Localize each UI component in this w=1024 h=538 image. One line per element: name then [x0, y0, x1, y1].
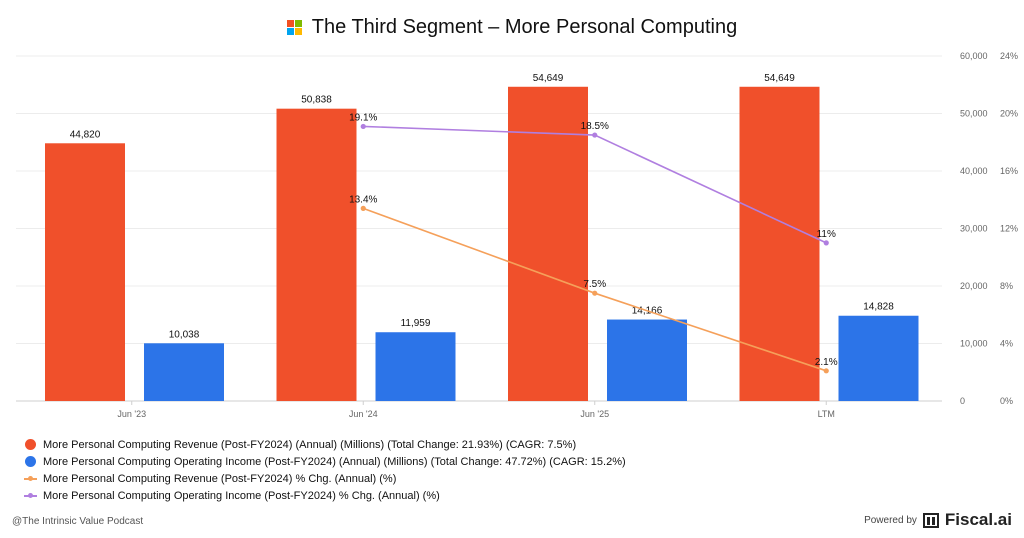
revenue-bar-label: 50,838: [301, 95, 332, 106]
operating-income-bar-label: 11,959: [401, 318, 431, 329]
right-axis-tick-label: 4%: [1000, 339, 1013, 349]
fiscal-ai-brand: Fiscal.ai: [944, 510, 1012, 529]
revenue-pct-chg-point: [360, 205, 366, 211]
revenue-bar: [276, 108, 357, 401]
x-axis-tick-label: Jun '23: [117, 409, 146, 419]
right-axis-tick-label: 12%: [1000, 224, 1018, 234]
right-axis-tick-label: 0%: [1000, 396, 1013, 406]
operating-income-bar: [838, 315, 919, 401]
footer-credit: @The Intrinsic Value Podcast: [12, 516, 144, 527]
right-axis-tick-label: 8%: [1000, 281, 1013, 291]
operating-income-pct-chg-label: 18.5%: [581, 121, 609, 132]
operating-income-bar: [607, 319, 687, 401]
revenue-bar-label: 54,649: [533, 73, 564, 84]
chart-plot: 0 0% 10,000 4% 20,000 8% 30,000 12% 40,000 16% 50,…: [16, 51, 1018, 419]
operating-income-bar: [144, 343, 224, 401]
x-axis-tick-label: Jun '25: [580, 409, 609, 419]
microsoft-logo-icon: [286, 19, 302, 35]
left-axis-tick-label: 60,000: [960, 51, 988, 61]
left-axis-tick-label: 0: [960, 396, 965, 406]
legend-item-revenue-pct-chg[interactable]: More Personal Computing Revenue (Post-FY…: [24, 470, 626, 487]
chart-title-row: The Third Segment – More Personal Comput…: [0, 12, 1024, 42]
left-axis-tick-label: 30,000: [960, 224, 988, 234]
legend-label-revenue: More Personal Computing Revenue (Post-FY…: [43, 438, 577, 451]
revenue-pct-chg-point: [823, 368, 829, 374]
left-axis-tick-label: 20,000: [960, 281, 988, 291]
operating-income-pct-chg-point: [592, 132, 598, 138]
legend-label-operating-income-pct-chg: More Personal Computing Operating Income…: [43, 489, 440, 502]
operating-income-pct-chg-point: [823, 240, 829, 246]
fiscal-ai-logo-icon: [922, 512, 939, 528]
left-axis-tick-label: 50,000: [960, 109, 988, 119]
revenue-pct-chg-label: 7.5%: [583, 279, 606, 290]
legend-label-revenue-pct-chg: More Personal Computing Revenue (Post-FY…: [43, 472, 397, 485]
operating-income-bar: [375, 332, 456, 401]
revenue-bar-label: 44,820: [70, 129, 101, 140]
left-axis-tick-label: 10,000: [960, 339, 988, 349]
x-axis-tick-label: LTM: [818, 409, 835, 419]
revenue-bar: [739, 86, 820, 401]
left-axis-tick-label: 40,000: [960, 166, 988, 176]
operating-income-pct-chg-point: [360, 123, 366, 130]
legend-label-operating-income: More Personal Computing Operating Income…: [43, 455, 626, 468]
right-axis-tick-label: 24%: [1000, 51, 1018, 61]
legend-marker-revenue: [25, 439, 36, 450]
revenue-pct-chg-label: 2.1%: [815, 357, 838, 368]
chart-title: The Third Segment – More Personal Comput…: [311, 15, 738, 38]
footer-branding[interactable]: Powered by Fiscal.ai: [864, 510, 1012, 530]
revenue-bar: [45, 143, 125, 401]
legend-marker-revenue-pct-chg: [24, 473, 37, 484]
operating-income-bar-label: 14,828: [863, 302, 894, 313]
operating-income-bar-label: 10,038: [169, 329, 200, 340]
legend-marker-operating-income: [25, 456, 36, 467]
legend-item-operating-income[interactable]: More Personal Computing Operating Income…: [24, 453, 626, 470]
powered-by-text: Powered by: [864, 514, 917, 526]
x-axis-tick-label: Jun '24: [349, 409, 378, 419]
revenue-bar-label: 54,649: [764, 73, 795, 84]
operating-income-pct-chg-label: 19.1%: [349, 112, 377, 123]
operating-income-pct-chg-label: 11%: [817, 229, 836, 240]
chart-legend: More Personal Computing Revenue (Post-FY…: [24, 436, 626, 504]
revenue-bar: [508, 86, 588, 401]
right-axis-tick-label: 20%: [1000, 109, 1018, 119]
legend-item-operating-income-pct-chg[interactable]: More Personal Computing Operating Income…: [24, 487, 626, 504]
revenue-pct-chg-label: 13.4%: [349, 194, 377, 205]
legend-item-revenue[interactable]: More Personal Computing Revenue (Post-FY…: [24, 436, 626, 453]
revenue-pct-chg-point: [592, 290, 598, 296]
right-axis-tick-label: 16%: [1000, 166, 1018, 176]
legend-marker-operating-income-pct-chg: [24, 490, 37, 501]
